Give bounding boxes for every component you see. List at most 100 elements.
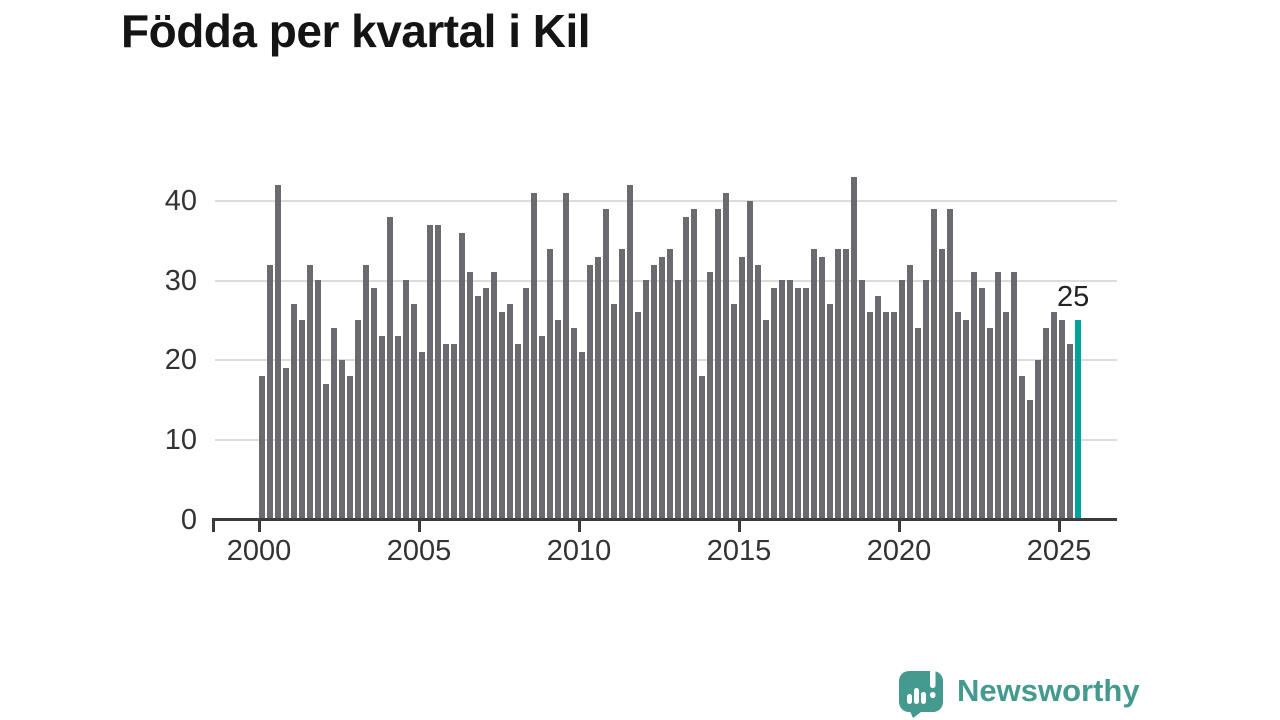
bar-2004-q3 <box>403 280 410 519</box>
bar-2024-q4 <box>1051 312 1058 519</box>
x-axis-tick-2015 <box>738 520 741 532</box>
bar-2000-q4 <box>283 367 290 519</box>
y-axis-label-20: 20 <box>164 344 197 377</box>
bar-2012-q1 <box>643 280 650 519</box>
bar-2022-q2 <box>971 272 978 519</box>
gridline-40 <box>215 200 1117 203</box>
bar-2005-q2 <box>427 224 434 519</box>
x-axis-tick-2025 <box>1058 520 1061 532</box>
bar-2022-q1 <box>963 320 970 519</box>
x-axis-label-2015: 2015 <box>706 535 772 567</box>
bar-2018-q4 <box>859 280 866 519</box>
x-axis-line <box>212 518 1117 521</box>
x-axis-label-2020: 2020 <box>866 535 932 567</box>
bar-2001-q3 <box>307 264 314 519</box>
bar-2006-q3 <box>467 272 474 519</box>
bar-2001-q1 <box>291 304 298 519</box>
gridline-20 <box>215 359 1117 362</box>
bar-2015-q4 <box>763 320 770 519</box>
bar-2000-q3 <box>275 184 282 519</box>
bar-2014-q1 <box>707 272 714 519</box>
newsworthy-bubble-icon <box>899 666 943 718</box>
highlight-value-label: 25 <box>1056 281 1090 314</box>
bar-2015-q3 <box>755 264 762 519</box>
bar-2019-q1 <box>867 312 874 519</box>
bar-2019-q2 <box>875 296 882 519</box>
highlighted-bar-2025-q3 <box>1075 320 1082 519</box>
bar-2000-q1 <box>259 375 266 519</box>
x-axis-tick-2020 <box>898 520 901 532</box>
y-axis-label-10: 10 <box>164 423 197 456</box>
bar-2020-q1 <box>899 280 906 519</box>
bar-2014-q3 <box>723 192 730 519</box>
bar-2018-q2 <box>843 248 850 519</box>
bar-2014-q4 <box>731 304 738 519</box>
bar-2006-q1 <box>451 344 458 519</box>
bar-2005-q1 <box>419 351 426 519</box>
bar-2019-q3 <box>883 312 890 519</box>
bar-2008-q3 <box>531 192 538 519</box>
bar-2015-q1 <box>739 256 746 519</box>
bar-2025-q1 <box>1059 320 1066 519</box>
bar-2006-q2 <box>459 232 466 519</box>
bar-2010-q2 <box>587 264 594 519</box>
bar-2007-q1 <box>483 288 490 519</box>
bar-2021-q3 <box>947 208 954 519</box>
bar-2010-q3 <box>595 256 602 519</box>
bar-2007-q2 <box>491 272 498 519</box>
bar-2012-q4 <box>667 248 674 519</box>
bar-2009-q1 <box>547 248 554 519</box>
bar-2024-q3 <box>1043 328 1050 519</box>
bar-2009-q4 <box>571 328 578 519</box>
bar-2016-q3 <box>787 280 794 519</box>
bar-2010-q1 <box>579 351 586 519</box>
bar-2021-q1 <box>931 208 938 519</box>
bar-2002-q4 <box>347 375 354 519</box>
bar-2008-q2 <box>523 288 530 519</box>
bar-2003-q1 <box>355 320 362 519</box>
x-axis-start-tick <box>212 520 215 532</box>
gridline-30 <box>215 279 1117 282</box>
bar-2011-q4 <box>635 312 642 519</box>
bar-2017-q2 <box>811 248 818 519</box>
bar-2024-q1 <box>1027 399 1034 519</box>
x-axis-label-2005: 2005 <box>386 535 452 567</box>
bar-2021-q2 <box>939 248 946 519</box>
bar-2016-q4 <box>795 288 802 519</box>
bar-2010-q4 <box>603 208 610 519</box>
bar-2009-q2 <box>555 320 562 519</box>
gridline-10 <box>215 438 1117 441</box>
bar-2001-q4 <box>315 280 322 519</box>
bar-2003-q3 <box>371 288 378 519</box>
bar-2013-q2 <box>683 216 690 519</box>
bar-2024-q2 <box>1035 359 1042 519</box>
bar-2007-q4 <box>507 304 514 519</box>
bar-2023-q2 <box>1003 312 1010 519</box>
bar-2005-q3 <box>435 224 442 519</box>
newsworthy-logo: Newsworthy <box>898 664 1140 718</box>
bar-2014-q2 <box>715 208 722 519</box>
bar-2020-q4 <box>923 280 930 519</box>
x-axis-label-2025: 2025 <box>1026 535 1092 567</box>
bar-2019-q4 <box>891 312 898 519</box>
bar-2025-q2 <box>1067 344 1074 519</box>
bar-2005-q4 <box>443 344 450 519</box>
page-title: Födda per kvartal i Kil <box>121 5 591 57</box>
bar-2006-q4 <box>475 296 482 519</box>
bar-2012-q2 <box>651 264 658 519</box>
bar-2011-q3 <box>627 184 634 519</box>
bar-2004-q4 <box>411 304 418 519</box>
bar-2013-q4 <box>699 375 706 519</box>
x-axis-label-2000: 2000 <box>226 535 292 567</box>
bar-2009-q3 <box>563 192 570 519</box>
bar-2016-q1 <box>771 288 778 519</box>
bar-2000-q2 <box>267 264 274 519</box>
bar-2015-q2 <box>747 200 754 519</box>
bar-2002-q2 <box>331 328 338 519</box>
x-axis-tick-2000 <box>258 520 261 532</box>
x-axis-tick-2010 <box>578 520 581 532</box>
x-axis-tick-2005 <box>418 520 421 532</box>
x-axis-label-2010: 2010 <box>546 535 612 567</box>
newsworthy-wordmark: Newsworthy <box>957 673 1140 708</box>
